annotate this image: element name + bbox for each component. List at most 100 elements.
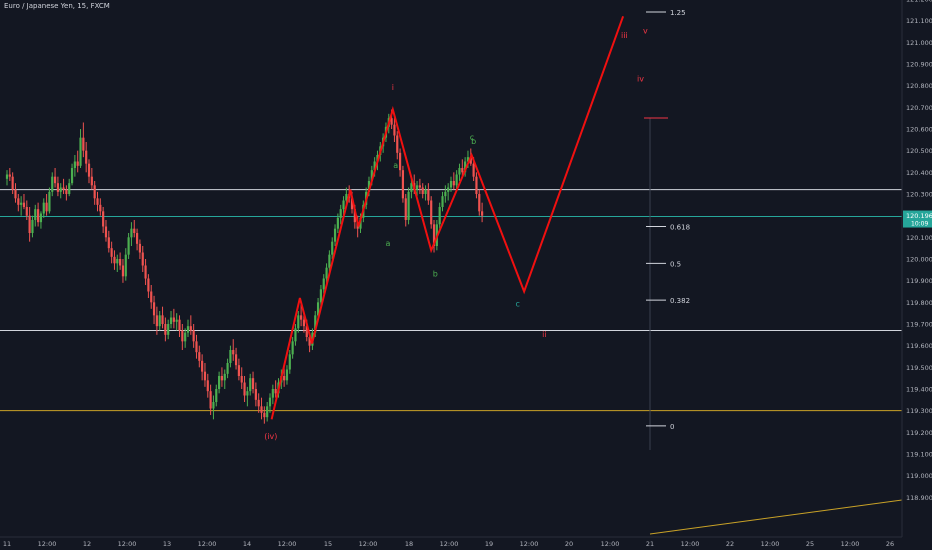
- candle-body: [184, 332, 187, 342]
- candle-body: [229, 350, 232, 363]
- candle-body: [79, 137, 82, 166]
- candle-body: [475, 176, 478, 194]
- time-tick-label: 18: [405, 540, 413, 548]
- candle-body: [201, 360, 204, 372]
- price-tick-label: 121.000: [906, 39, 932, 47]
- candle-body: [39, 213, 43, 223]
- candle-body: [8, 174, 11, 177]
- candle-body: [42, 202, 45, 214]
- candle-body: [427, 189, 430, 201]
- candle-body: [192, 330, 195, 342]
- price-axis-background: [902, 0, 932, 550]
- candle-body: [314, 315, 317, 333]
- time-tick-label: 12: [83, 540, 91, 548]
- candle-body: [291, 341, 294, 355]
- wave-label: (iv): [264, 432, 277, 441]
- candle-body: [28, 215, 31, 233]
- candle-body: [133, 228, 136, 233]
- price-tick-label: 120.000: [906, 256, 932, 264]
- candle-body: [390, 118, 393, 125]
- price-tick-label: 118.900: [906, 494, 932, 502]
- candle-body: [107, 237, 110, 249]
- candle-body: [350, 198, 354, 210]
- candle-body: [288, 354, 291, 370]
- candle-body: [319, 289, 323, 303]
- candle-body: [322, 278, 325, 290]
- wave-label: c: [470, 133, 474, 142]
- candle-body: [339, 209, 342, 218]
- candle-body: [147, 278, 150, 292]
- candle-body: [325, 267, 328, 279]
- candle-body: [53, 176, 57, 184]
- candle-body: [447, 187, 450, 192]
- candle-body: [96, 198, 99, 205]
- candle-body: [421, 187, 424, 194]
- candle-body: [87, 163, 91, 177]
- wave-label: iv: [637, 74, 644, 83]
- candle-body: [209, 391, 212, 409]
- candle-body: [234, 354, 238, 366]
- candle-body: [232, 350, 235, 355]
- candle-body: [93, 185, 96, 199]
- candle-body: [56, 183, 60, 192]
- candle-body: [121, 265, 125, 277]
- candle-body: [135, 233, 139, 244]
- candle-body: [220, 376, 224, 381]
- chart-title: Euro / Japanese Yen, 15, FXCM: [4, 2, 110, 10]
- fib-level-label: 0: [670, 423, 674, 431]
- candle-body: [424, 189, 427, 194]
- candle-body: [116, 259, 119, 264]
- candle-body: [155, 315, 158, 327]
- candle-body: [138, 243, 142, 253]
- candle-body: [206, 380, 209, 392]
- candle-body: [99, 204, 102, 212]
- price-tick-label: 119.800: [906, 299, 932, 307]
- candle-body: [407, 191, 410, 220]
- candle-body: [430, 200, 433, 225]
- candle-body: [415, 185, 419, 190]
- wave-label: ii: [542, 330, 546, 339]
- price-tick-label: 119.500: [906, 364, 932, 372]
- candle-body: [25, 207, 28, 216]
- candle-body: [302, 319, 306, 327]
- candle-body: [243, 382, 246, 396]
- candle-body: [441, 196, 444, 207]
- candle-body: [466, 157, 470, 162]
- candle-body: [195, 341, 198, 353]
- candle-body: [285, 369, 289, 381]
- candle-body: [150, 291, 153, 303]
- time-tick-label: 12:00: [520, 540, 539, 548]
- candle-body: [249, 378, 252, 392]
- candle-body: [432, 224, 436, 246]
- price-tick-label: 119.100: [906, 451, 932, 459]
- current-price-tag: [903, 210, 932, 228]
- price-tick-label: 120.500: [906, 147, 932, 155]
- candle-body: [316, 302, 320, 316]
- time-tick-label: 14: [243, 540, 251, 548]
- time-tick-label: 12:00: [601, 540, 620, 548]
- candle-body: [73, 161, 76, 168]
- candle-body: [251, 378, 255, 389]
- wave-label: c: [515, 300, 519, 309]
- candle-body: [359, 217, 362, 229]
- time-tick-label: 12:00: [440, 540, 459, 548]
- current-price-time: 10:09: [911, 221, 928, 228]
- price-tick-label: 121.200: [906, 0, 932, 4]
- time-tick-label: 12:00: [841, 540, 860, 548]
- candle-body: [410, 183, 413, 192]
- candle-body: [11, 176, 14, 190]
- time-tick-label: 21: [646, 540, 654, 548]
- price-tick-label: 121.100: [906, 17, 932, 25]
- candle-body: [22, 202, 26, 207]
- candle-body: [283, 376, 286, 381]
- candle-body: [102, 211, 105, 227]
- time-tick-label: 12:00: [38, 540, 57, 548]
- candle-body: [212, 402, 215, 409]
- candle-body: [223, 373, 226, 381]
- wave-label: iii: [621, 31, 628, 40]
- candle-body: [458, 168, 461, 175]
- wave-label: a: [386, 239, 391, 248]
- candle-body: [31, 220, 34, 233]
